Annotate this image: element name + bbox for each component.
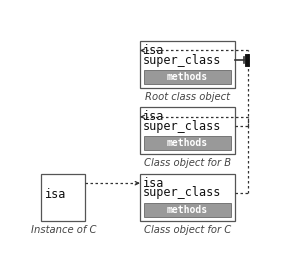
Text: Instance of C: Instance of C [30,225,96,235]
Text: Class object for C: Class object for C [144,225,231,235]
Text: Class object for B: Class object for B [144,158,231,168]
Text: super_class: super_class [143,186,221,199]
Bar [144,136,231,150]
Bar [140,41,235,88]
Text: super_class: super_class [143,120,221,133]
Bar [144,70,231,84]
Bar [140,173,235,221]
Bar [144,203,231,217]
Text: isa: isa [45,188,67,202]
Text: super_class: super_class [143,54,221,67]
Text: isa: isa [143,177,164,190]
Text: isa: isa [143,110,164,123]
Bar [140,107,235,154]
Text: methods: methods [167,205,208,215]
Text: isa: isa [143,44,164,57]
Bar [41,173,86,221]
Text: Root class object: Root class object [145,92,230,102]
Text: methods: methods [167,138,208,148]
Text: methods: methods [167,72,208,82]
